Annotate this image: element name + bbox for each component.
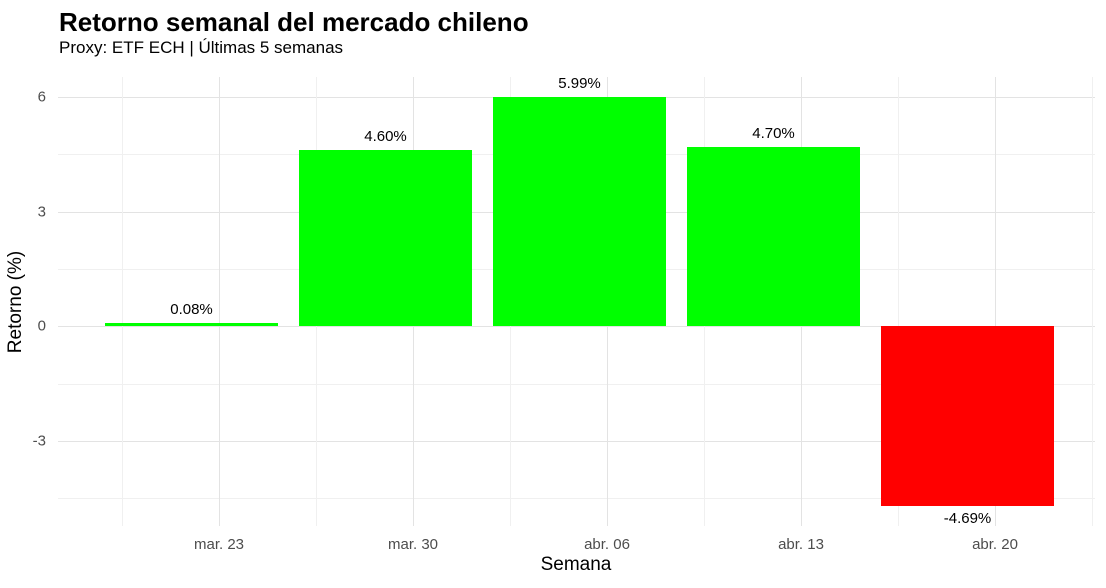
y-tick-label: 3 <box>37 203 46 221</box>
bar-abr-20 <box>881 326 1054 506</box>
bar-abr-13 <box>687 146 860 327</box>
y-tick-label: -3 <box>32 432 46 450</box>
x-tick-label: mar. 23 <box>193 536 245 553</box>
gridline-minor-horizontal <box>58 383 1095 385</box>
bar-value-label: 5.99% <box>558 75 601 93</box>
chart-subtitle: Proxy: ETF ECH | Últimas 5 semanas <box>59 38 344 57</box>
chart-title: Retorno semanal del mercado chileno <box>59 7 529 37</box>
bar-value-label: 0.08% <box>170 301 213 319</box>
bar-value-label: 4.60% <box>364 128 407 146</box>
gridline-major-horizontal <box>58 326 1095 328</box>
bar-value-label: -4.69% <box>943 509 992 527</box>
gridline-minor-vertical <box>898 77 899 526</box>
plot-panel: 0.08% 4.60% 5.99% 4.70% -4.69% <box>58 75 1095 527</box>
x-axis-title: Semana <box>540 554 612 575</box>
x-tick-label: mar. 30 <box>387 536 439 553</box>
y-tick-label: 6 <box>37 88 46 106</box>
bar-abr-06 <box>493 97 666 327</box>
gridline-major-vertical <box>219 77 220 526</box>
y-axis-title: Retorno (%) <box>5 250 26 354</box>
gridline-minor-vertical <box>122 77 123 526</box>
gridline-minor-vertical <box>1092 77 1093 526</box>
gridline-minor-horizontal <box>58 498 1095 500</box>
x-tick-label: abr. 13 <box>778 536 824 553</box>
y-tick-label: 0 <box>37 317 46 335</box>
gridline-major-vertical <box>995 77 996 526</box>
x-tick-label: abr. 20 <box>972 536 1018 553</box>
bar-mar-30 <box>299 150 472 327</box>
x-tick-label: abr. 06 <box>584 536 630 553</box>
bar-value-label: 4.70% <box>752 124 795 142</box>
bar-mar-23 <box>105 323 278 327</box>
gridline-major-horizontal <box>58 441 1095 443</box>
